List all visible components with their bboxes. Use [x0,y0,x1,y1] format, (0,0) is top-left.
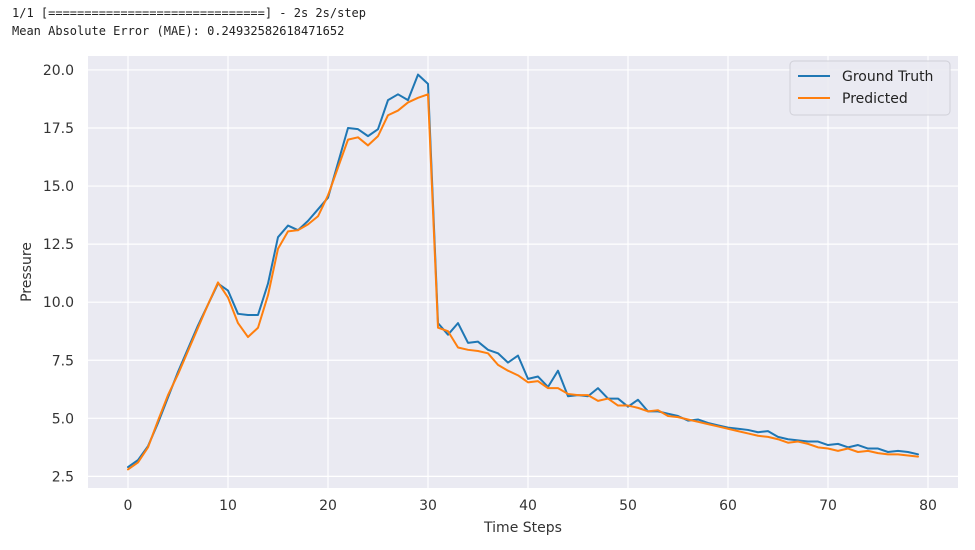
x-tick-label: 50 [619,498,637,514]
series-lines [127,73,919,471]
series-line-ground-truth [127,73,919,469]
legend-entry: Predicted [842,91,908,107]
console-output: 1/1 [==============================] - 2… [12,4,366,40]
x-tick-label: 20 [319,498,337,514]
y-tick-label: 17.5 [43,121,74,137]
y-tick-label: 2.5 [52,469,74,485]
x-tick-label: 70 [819,498,837,514]
y-tick-label: 7.5 [52,353,74,369]
legend: Ground Truth Predicted [789,60,951,116]
y-tick-label: 5.0 [52,411,74,427]
legend-entry: Ground Truth [842,69,933,85]
x-tick-label: 0 [124,498,133,514]
legend-box [789,60,951,116]
x-tick-label: 10 [219,498,237,514]
y-tick-label: 15.0 [43,179,74,195]
y-tick-label: 10.0 [43,295,74,311]
series-line-predicted [127,93,919,471]
x-tick-label: 30 [419,498,437,514]
y-tick-label: 12.5 [43,237,74,253]
progress-line: 1/1 [==============================] - 2… [12,6,367,20]
y-tick-label: 20.0 [43,63,74,79]
mae-line: Mean Absolute Error (MAE): 0.24932582618… [12,24,345,38]
y-axis-label: Pressure [19,242,35,302]
tick-labels: 0 10 20 30 40 50 60 70 80 2.5 5.0 7.5 10.0 12.5 15.0 17… [43,63,937,514]
x-axis-label: Time Steps [483,520,562,536]
x-tick-label: 40 [519,498,537,514]
x-tick-label: 80 [919,498,937,514]
x-tick-label: 60 [719,498,737,514]
